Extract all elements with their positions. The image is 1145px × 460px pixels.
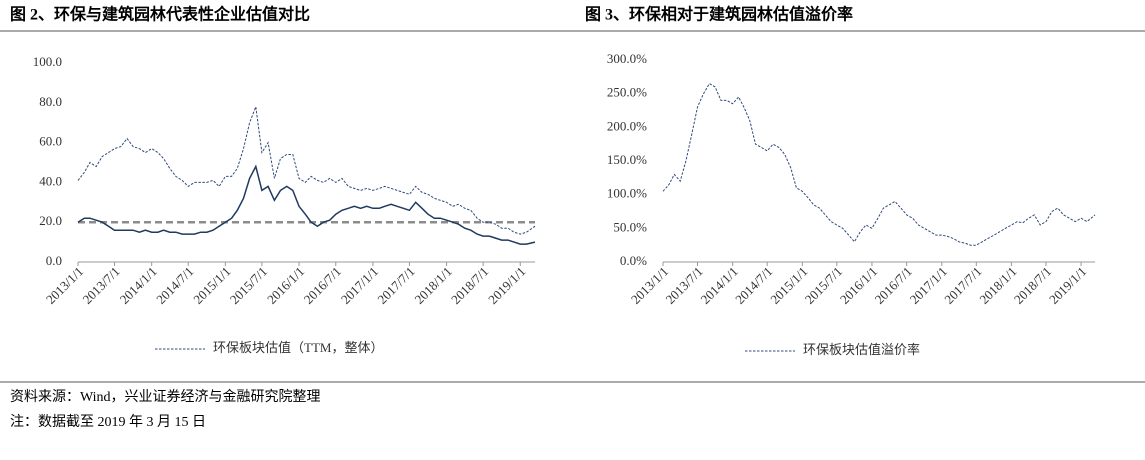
x-tick-label: 2017/7/1 — [941, 264, 984, 307]
y-tick-label: 0.0 — [46, 253, 62, 268]
x-tick-label: 2019/1/1 — [485, 264, 528, 307]
x-tick-label: 2013/1/1 — [628, 264, 671, 307]
x-tick-label: 2016/1/1 — [264, 264, 307, 307]
y-tick-label: 100.0 — [33, 54, 62, 69]
data-line — [77, 164, 536, 245]
x-tick-label: 2019/1/1 — [1046, 264, 1089, 307]
legend-label: 环保板块估值溢价率 — [803, 342, 920, 357]
y-tick-label: 150.0% — [607, 152, 647, 167]
x-tick-label: 2015/7/1 — [227, 264, 270, 307]
x-tick-label: 2013/7/1 — [79, 264, 122, 307]
data-line — [662, 82, 1096, 246]
y-tick-label: 50.0% — [613, 219, 647, 234]
y-tick-label: 60.0 — [39, 134, 62, 149]
x-tick-label: 2018/1/1 — [976, 264, 1019, 307]
y-tick-label: 300.0% — [607, 51, 647, 66]
x-tick-label: 2017/1/1 — [907, 264, 950, 307]
y-tick-label: 80.0 — [39, 94, 62, 109]
x-tick-label: 2014/1/1 — [698, 264, 741, 307]
x-tick-label: 2014/7/1 — [732, 264, 775, 307]
y-tick-label: 0.0% — [620, 253, 647, 268]
x-tick-label: 2014/1/1 — [117, 264, 160, 307]
x-tick-label: 2018/7/1 — [448, 264, 491, 307]
x-tick-label: 2016/7/1 — [301, 264, 344, 307]
chart-title: 图 3、环保相对于建筑园林估值溢价率 — [585, 5, 853, 24]
x-tick-label: 2018/1/1 — [412, 264, 455, 307]
x-tick-label: 2015/1/1 — [767, 264, 810, 307]
date-note: 注：数据截至 2019 年 3 月 15 日 — [10, 414, 206, 430]
y-tick-label: 100.0% — [607, 186, 647, 201]
legend-label: 环保板块估值（TTM，整体） — [213, 340, 383, 355]
x-tick-label: 2015/1/1 — [190, 264, 233, 307]
data-line — [77, 106, 536, 235]
x-tick-label: 2016/7/1 — [872, 264, 915, 307]
x-tick-label: 2013/7/1 — [662, 264, 705, 307]
y-tick-label: 20.0 — [39, 213, 62, 228]
x-tick-label: 2013/1/1 — [43, 264, 86, 307]
source-note: 资料来源：Wind，兴业证券经济与金融研究院整理 — [10, 389, 321, 405]
x-tick-label: 2014/7/1 — [153, 264, 196, 307]
x-tick-label: 2015/7/1 — [802, 264, 845, 307]
y-tick-label: 250.0% — [607, 85, 647, 100]
x-tick-label: 2017/1/1 — [338, 264, 381, 307]
y-tick-label: 200.0% — [607, 118, 647, 133]
chart-title: 图 2、环保与建筑园林代表性企业估值对比 — [10, 5, 310, 24]
x-tick-label: 2018/7/1 — [1011, 264, 1054, 307]
y-tick-label: 40.0 — [39, 173, 62, 188]
x-tick-label: 2016/1/1 — [837, 264, 880, 307]
x-tick-label: 2017/7/1 — [374, 264, 417, 307]
